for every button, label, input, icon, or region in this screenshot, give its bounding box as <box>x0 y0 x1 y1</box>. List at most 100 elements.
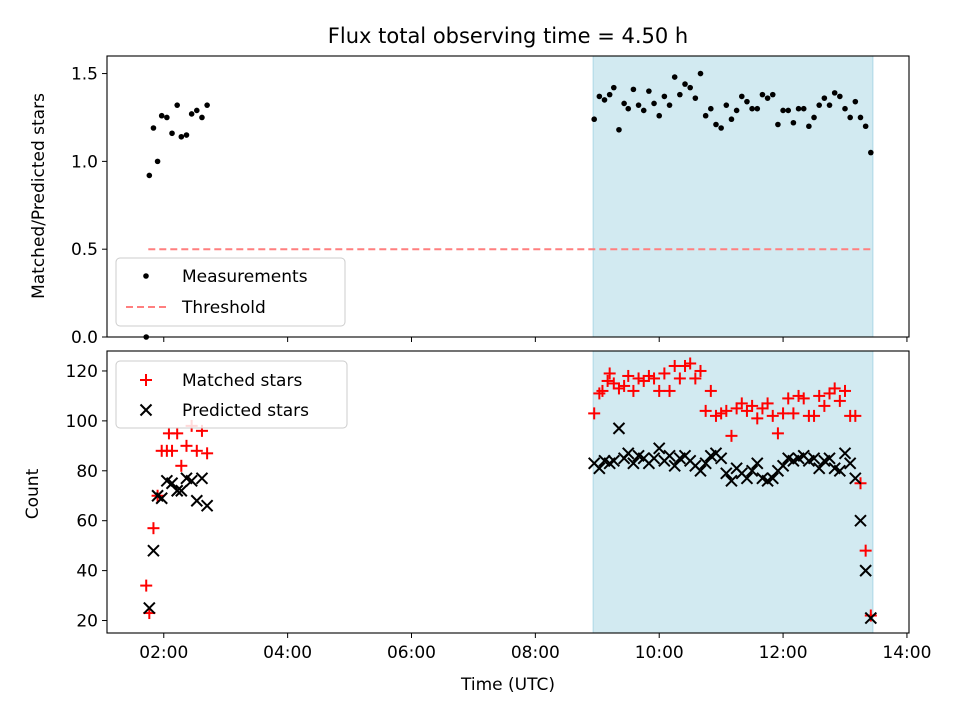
count-panel: 20 40 60 80 100 120 02:00 04:00 06:00 08:00 10:00 1… <box>66 350 931 663</box>
measurement-point <box>646 88 652 94</box>
y-tick-label: 80 <box>76 462 98 482</box>
predicted-point <box>823 452 836 465</box>
measurement-point <box>635 102 642 108</box>
measurement-point <box>596 93 603 100</box>
matched-point <box>668 359 681 372</box>
predicted-point <box>751 457 764 470</box>
matched-point <box>596 384 609 397</box>
y-tick-label: 100 <box>66 412 98 432</box>
measurement-point <box>199 114 205 121</box>
axes-frame <box>106 350 910 634</box>
measurement-point <box>826 102 833 108</box>
predicted-point <box>175 484 188 497</box>
matched-point <box>849 409 862 422</box>
y-axis-label-count: Count <box>23 468 43 519</box>
measurement-point <box>744 98 750 105</box>
matched-point <box>689 372 702 385</box>
y-tick-label: 60 <box>76 512 98 532</box>
measurement-point <box>795 105 802 112</box>
matched-point <box>746 399 759 412</box>
measurement-point <box>146 172 153 179</box>
measurement-point <box>713 121 719 128</box>
matched-point <box>720 404 733 417</box>
measurement-point <box>204 102 210 108</box>
matched-point <box>663 384 676 397</box>
measurement-point <box>169 130 175 137</box>
matched-point <box>715 407 728 420</box>
measurement-point <box>852 98 859 105</box>
measurement-point <box>728 116 735 123</box>
predicted-point <box>838 447 852 460</box>
legend-predicted-label: Predicted stars <box>182 401 309 421</box>
matched-point <box>766 409 779 422</box>
matched-point <box>147 522 160 535</box>
matched-point <box>648 372 661 385</box>
predicted-point <box>725 474 738 487</box>
predicted-point <box>776 459 790 473</box>
predicted-point <box>720 467 733 480</box>
measurement-point <box>723 102 730 108</box>
matched-point <box>679 359 692 372</box>
measurement-point <box>785 107 792 114</box>
x-tick-label: 02:00 <box>139 643 188 663</box>
predicted-point <box>849 472 862 485</box>
matched-point <box>704 384 717 397</box>
x-tick-label: 14:00 <box>882 643 931 663</box>
measurement-point <box>790 119 797 126</box>
y-tick-label: 40 <box>76 562 98 582</box>
legend-count: Matched stars Predicted stars <box>115 360 348 429</box>
y-tick-label: 1.5 <box>71 65 98 85</box>
matched-point <box>622 369 635 382</box>
measurement-point <box>677 91 683 98</box>
legend-ratio: Measurements Threshold <box>115 257 346 327</box>
matched-point <box>201 447 214 460</box>
measurement-point <box>606 91 613 98</box>
matched-point <box>828 382 841 395</box>
x-axis-label: Time (UTC) <box>460 675 555 695</box>
measurement-point <box>754 105 761 112</box>
matched-point <box>673 372 686 385</box>
measurement-point <box>702 112 709 119</box>
x-tick-label: 04:00 <box>263 643 312 663</box>
legend-frame <box>115 360 348 429</box>
legend-predicted-marker <box>139 403 153 417</box>
matched-point <box>777 407 790 420</box>
matched-point <box>612 382 625 395</box>
legend-frame <box>115 257 346 327</box>
matched-point <box>171 427 184 440</box>
matched-point <box>818 399 831 412</box>
matched-point <box>782 392 795 405</box>
x-tick-label: 12:00 <box>759 643 808 663</box>
measurement-point <box>661 93 668 100</box>
matched-point <box>787 407 800 420</box>
measurement-point <box>733 107 740 114</box>
matched-point <box>601 374 614 387</box>
predicted-point <box>195 472 209 485</box>
matched-point <box>588 407 601 420</box>
matched-point <box>603 367 616 380</box>
measurement-point <box>800 105 807 112</box>
measurement-point <box>687 84 693 91</box>
x-tick-label: 08:00 <box>511 643 560 663</box>
matched-point <box>627 384 640 397</box>
matched-point <box>699 404 712 417</box>
matched-point <box>725 429 738 442</box>
predicted-point <box>653 442 666 455</box>
legend-matched-label: Matched stars <box>182 371 302 391</box>
matched-point <box>180 439 193 452</box>
measurement-point <box>666 102 673 108</box>
matched-point <box>658 367 671 380</box>
matched-point <box>642 369 655 382</box>
matched-point <box>684 357 697 370</box>
ratio-panel: 0.0 0.5 1.0 1.5 Measurements Threshold <box>71 55 910 348</box>
measurement-point <box>697 70 704 77</box>
measurement-point <box>193 107 200 114</box>
matched-point <box>833 394 846 407</box>
predicted-point <box>843 457 857 470</box>
measurement-point <box>831 90 838 96</box>
predicted-point <box>165 477 179 490</box>
measurement-point <box>847 114 853 121</box>
measurement-point <box>837 93 843 100</box>
measurement-point <box>630 86 637 93</box>
measurement-point <box>651 100 657 107</box>
